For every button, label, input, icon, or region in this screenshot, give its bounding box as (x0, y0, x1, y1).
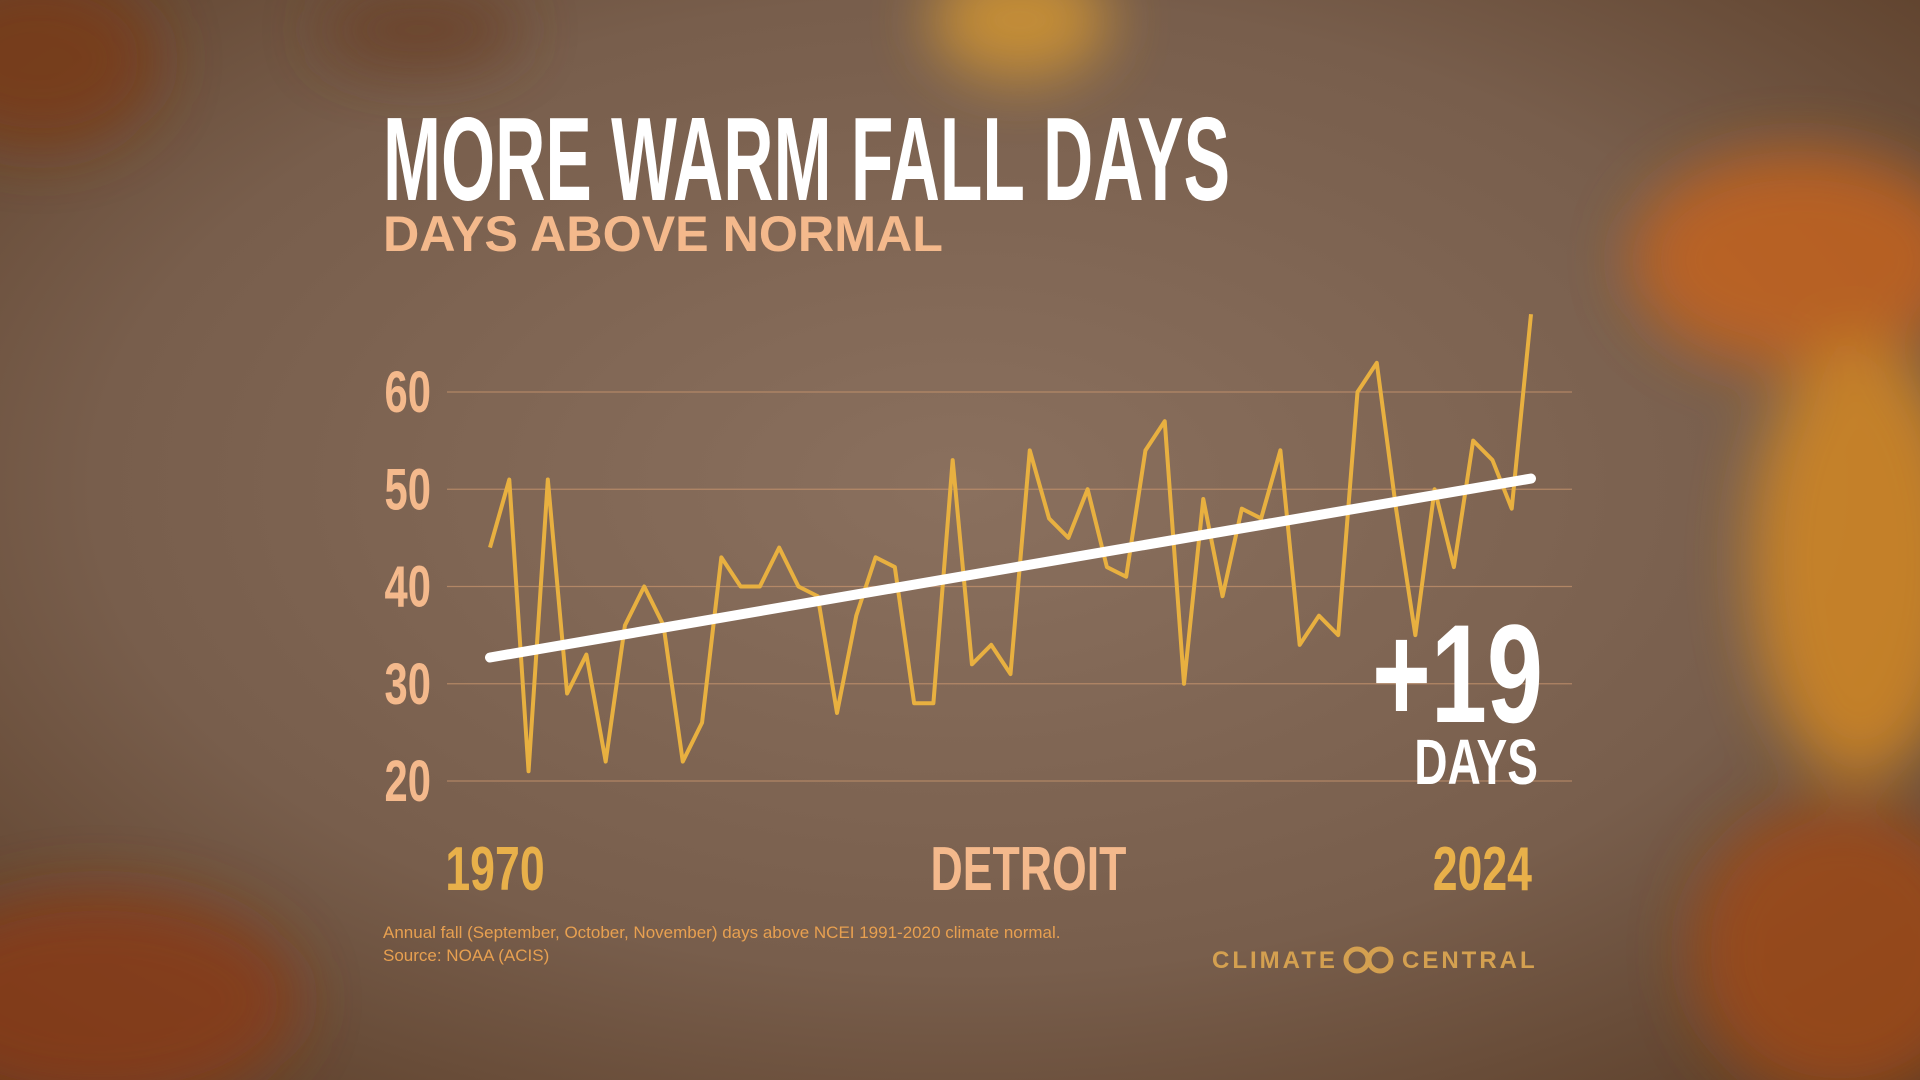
footnote: Annual fall (September, October, Novembe… (383, 923, 1061, 942)
y-tick-label: 40 (385, 554, 431, 619)
source: Source: NOAA (ACIS) (383, 946, 549, 965)
y-tick-label: 60 (385, 359, 431, 424)
y-tick-label: 30 (385, 651, 431, 716)
annotation-value: +19 (1372, 596, 1543, 752)
chart-title: MORE WARM FALL DAYS (383, 93, 1230, 226)
location-label: DETROIT (931, 835, 1127, 904)
y-tick-label: 20 (385, 748, 431, 813)
x-tick-label: 2024 (1433, 835, 1532, 904)
logo: CLIMATE CENTRAL (1212, 946, 1538, 974)
y-tick-label: 50 (385, 456, 431, 521)
annotation-unit: DAYS (1414, 727, 1538, 798)
trend-line (485, 473, 1536, 663)
x-tick-label: 1970 (445, 835, 544, 904)
chart-subtitle: DAYS ABOVE NORMAL (383, 206, 943, 262)
logo-icon (1366, 946, 1394, 974)
logo-text: CENTRAL (1402, 947, 1538, 974)
logo-text: CLIMATE (1212, 947, 1338, 974)
